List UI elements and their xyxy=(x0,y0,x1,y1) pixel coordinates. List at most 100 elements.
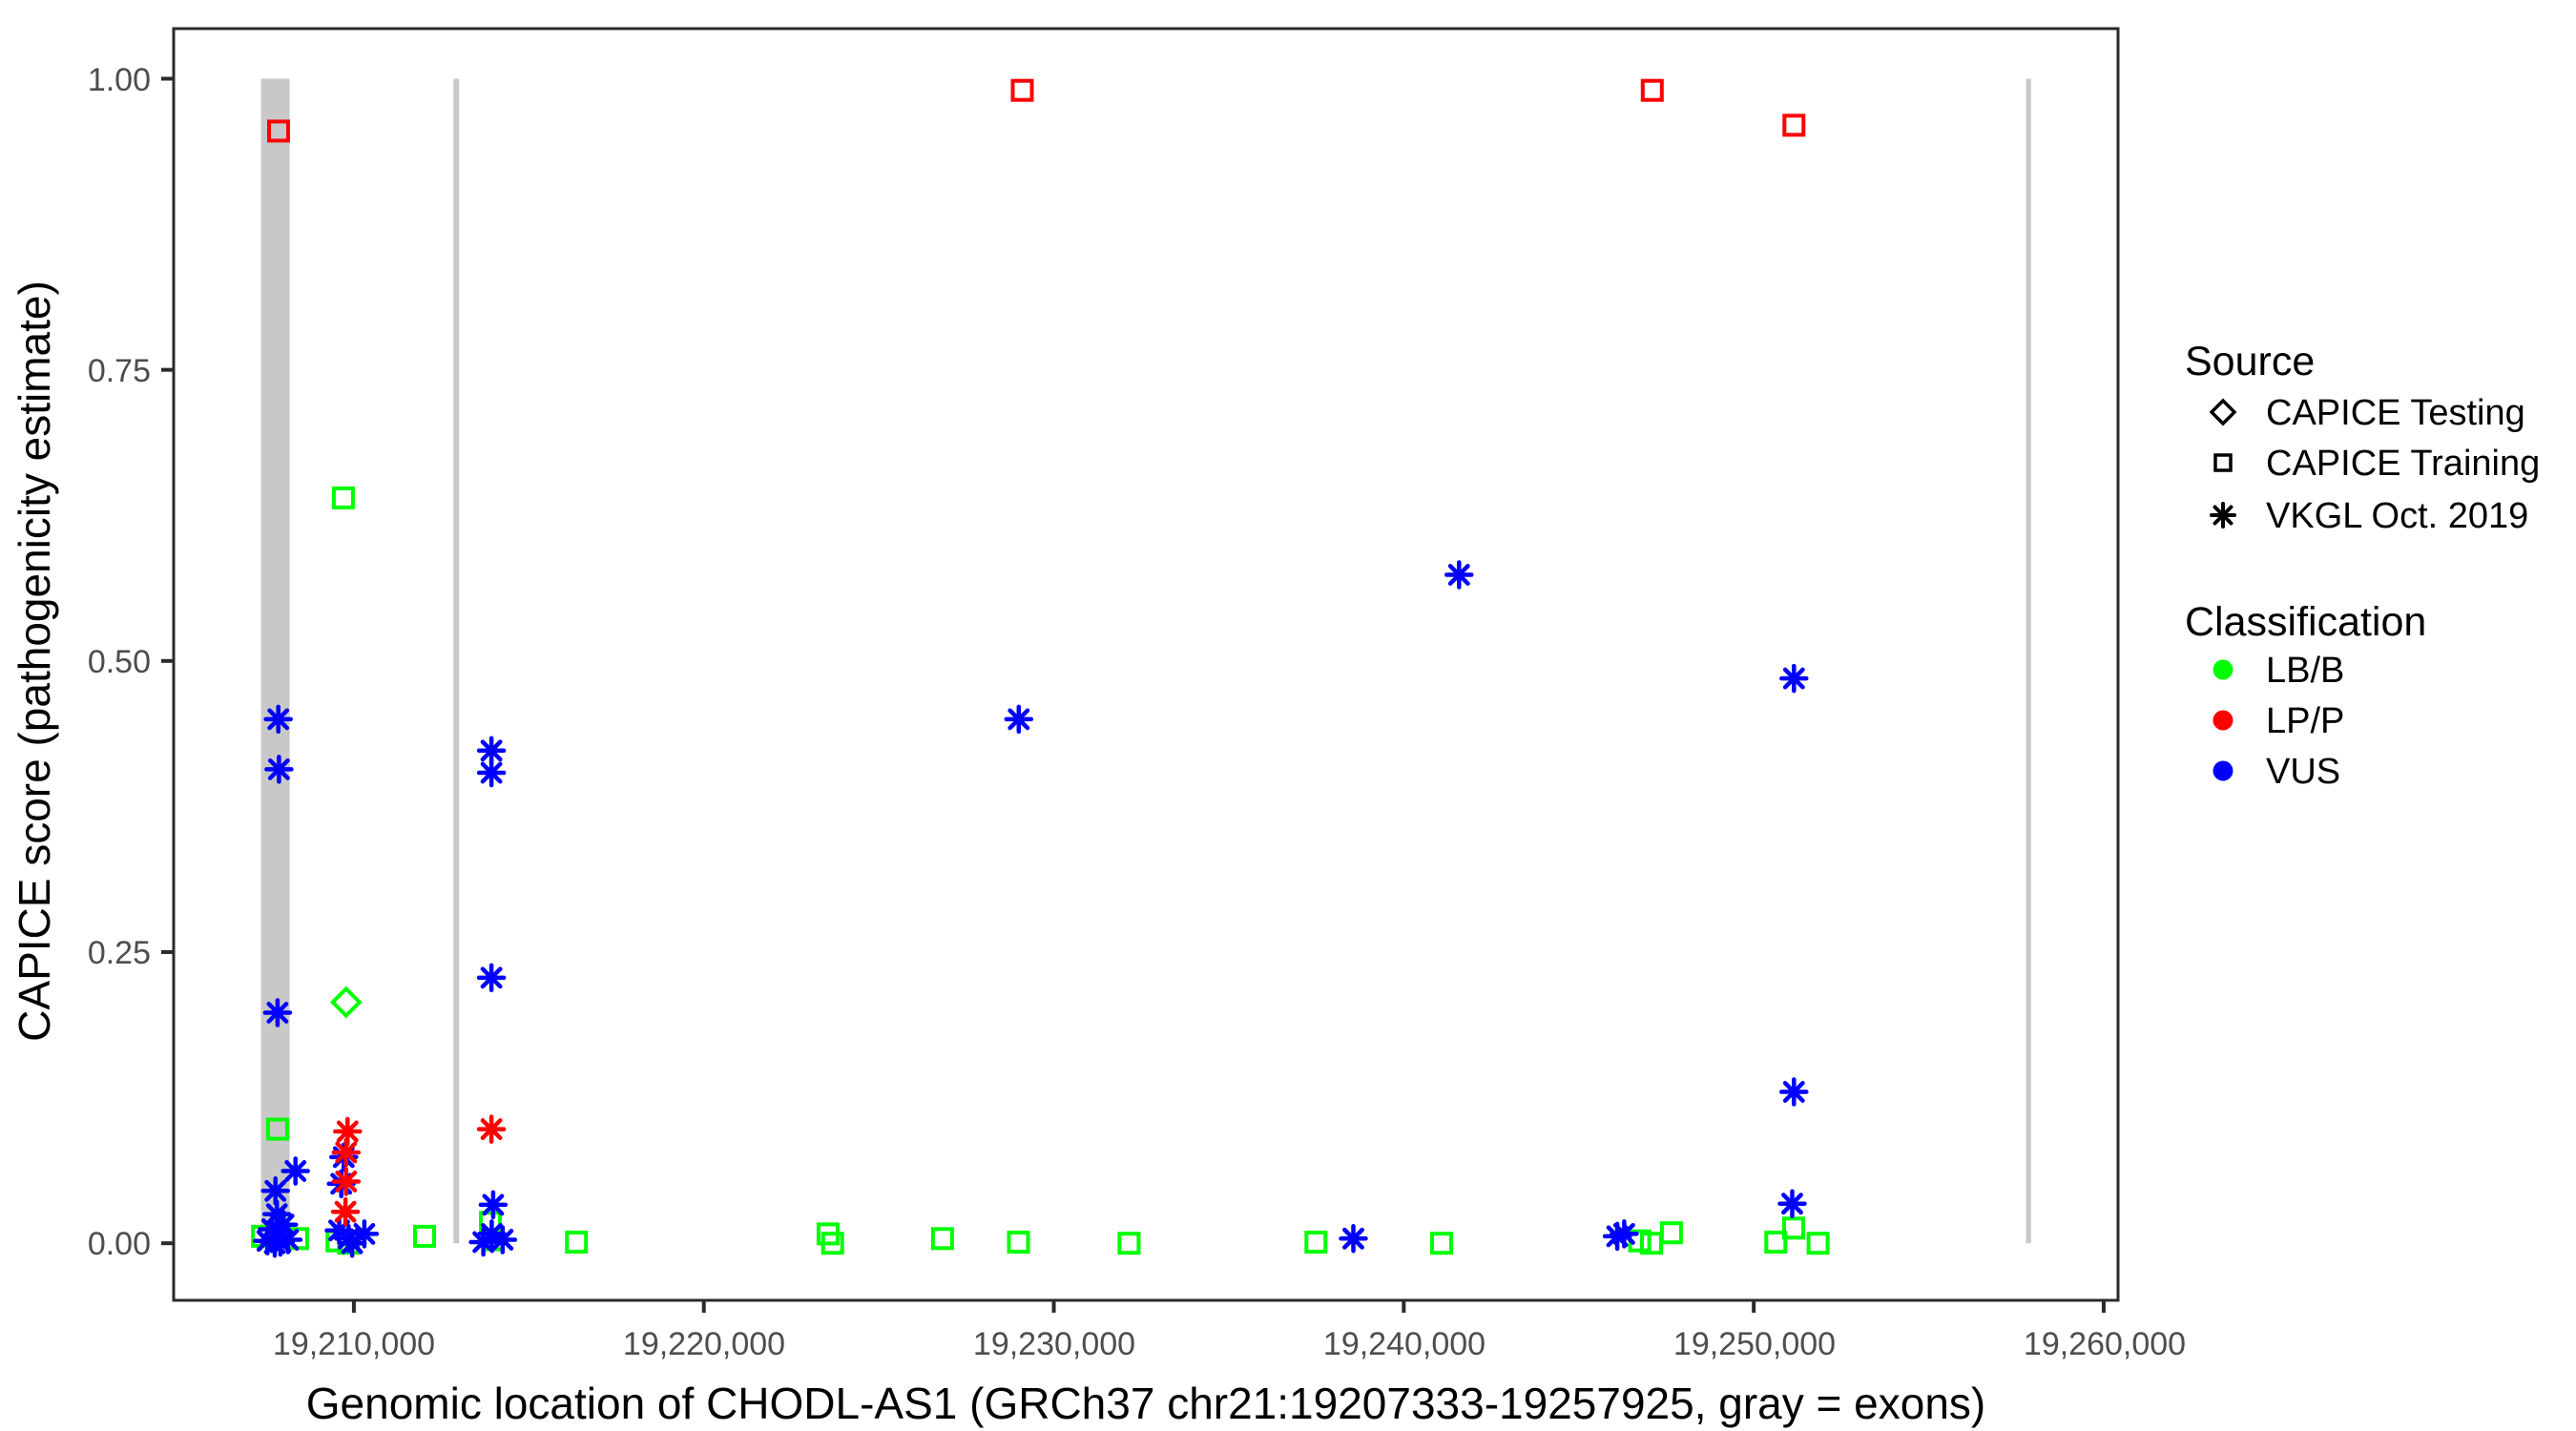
asterisk-arm xyxy=(1781,1192,1803,1215)
data-point-asterisk xyxy=(260,1228,290,1258)
data-point-asterisk xyxy=(1779,1077,1809,1107)
legend-classification-symbols xyxy=(2212,659,2233,781)
data-point-asterisk xyxy=(349,1219,380,1249)
legend-source: Source CAPICE Testing CAPICE Training VK… xyxy=(2185,339,2540,536)
asterisk-arm xyxy=(472,1231,495,1254)
asterisk-arm xyxy=(267,757,290,780)
asterisk-arm xyxy=(480,1118,503,1141)
data-point-asterisk xyxy=(280,1156,310,1186)
classification-dot-icon xyxy=(2212,710,2233,731)
asterisk-icon xyxy=(2210,502,2236,529)
y-axis-title: CAPICE score (pathogenicity estimate) xyxy=(10,280,59,1042)
data-point-open-square xyxy=(930,1227,954,1251)
data-point-open-square xyxy=(267,119,290,143)
data-point-asterisk xyxy=(476,963,507,993)
data-point-open-diamond xyxy=(329,985,363,1019)
asterisk-arm xyxy=(264,1179,287,1202)
data-point-asterisk xyxy=(1339,1224,1368,1254)
data-point-open-square xyxy=(1782,1216,1805,1240)
data-point-asterisk xyxy=(468,1227,498,1257)
series-asterisk xyxy=(253,560,1809,1258)
data-point-asterisk xyxy=(264,755,294,784)
data-point-open-square xyxy=(413,1224,436,1248)
x-axis-tick-labels: 19,210,000 19,220,000 19,230,000 19,240,… xyxy=(273,1326,2186,1362)
asterisk-arm xyxy=(1008,708,1030,731)
data-point-open-square xyxy=(1806,1232,1830,1255)
asterisk-arm xyxy=(353,1222,376,1245)
data-point-asterisk xyxy=(476,757,507,788)
data-point-asterisk xyxy=(1610,1219,1639,1249)
data-point-open-square xyxy=(1640,78,1664,102)
exon-region xyxy=(2025,78,2031,1244)
asterisk-arm xyxy=(334,1200,357,1223)
asterisk-arm xyxy=(1447,564,1470,586)
legend-item-lbb: LB/B xyxy=(2266,651,2344,691)
legend-item-capice-training: CAPICE Training xyxy=(2266,444,2540,484)
series-asterisk xyxy=(330,1114,507,1227)
data-point-open-square xyxy=(1659,1221,1683,1245)
series-open-diamond xyxy=(329,985,363,1019)
asterisk-arm xyxy=(284,1160,307,1182)
axis-ticks-layer xyxy=(161,76,2106,1313)
data-point-open-square xyxy=(1007,1231,1030,1254)
diamond-icon xyxy=(2209,398,2237,426)
data-point-asterisk xyxy=(331,1137,362,1168)
classification-dot-icon xyxy=(2212,659,2233,680)
data-points-layer xyxy=(251,78,1830,1258)
asterisk-arm xyxy=(335,1141,358,1164)
data-point-asterisk xyxy=(1444,560,1474,590)
data-point-open-square xyxy=(565,1231,589,1254)
x-axis-title: Genomic location of CHODL-AS1 (GRCh37 ch… xyxy=(306,1379,1986,1428)
exon-region xyxy=(260,78,290,1244)
asterisk-arm xyxy=(2212,505,2233,526)
data-point-asterisk xyxy=(1779,663,1809,694)
asterisk-arm xyxy=(1342,1227,1364,1250)
legend-item-lpp: LP/P xyxy=(2266,701,2344,741)
data-point-open-square xyxy=(1117,1232,1141,1255)
y-tick-label: 1.00 xyxy=(88,62,151,98)
x-tick-label: 19,210,000 xyxy=(273,1326,435,1362)
asterisk-arm xyxy=(491,1229,514,1251)
asterisk-arm xyxy=(267,708,290,731)
data-point-open-square xyxy=(1764,1231,1788,1254)
data-point-open-square xyxy=(1782,114,1806,137)
data-point-open-square xyxy=(331,486,355,509)
data-point-asterisk xyxy=(260,1176,290,1206)
y-tick-label: 0.50 xyxy=(88,644,151,680)
x-tick-label: 19,220,000 xyxy=(623,1326,785,1362)
x-tick-label: 19,240,000 xyxy=(1323,1326,1485,1362)
data-point-asterisk xyxy=(330,1196,361,1227)
legend-item-vkgl-oct-2019: VKGL Oct. 2019 xyxy=(2266,496,2528,536)
data-point-asterisk xyxy=(262,998,293,1027)
plot-panel-border xyxy=(172,27,2120,1302)
asterisk-arm xyxy=(266,1002,289,1024)
data-point-asterisk xyxy=(1777,1189,1807,1218)
asterisk-arm xyxy=(1782,1081,1805,1103)
data-point-open-square xyxy=(1430,1232,1453,1255)
x-tick-label: 19,250,000 xyxy=(1673,1326,1836,1362)
data-point-open-square xyxy=(1304,1231,1328,1254)
data-point-asterisk xyxy=(476,1114,507,1144)
series-open-square xyxy=(251,486,1830,1255)
asterisk-arm xyxy=(482,1193,505,1216)
y-tick-label: 0.75 xyxy=(88,353,151,389)
data-point-open-square xyxy=(265,1117,289,1141)
asterisk-arm xyxy=(480,966,503,989)
asterisk-arm xyxy=(1782,667,1805,690)
y-axis-tick-labels: 0.00 0.25 0.50 0.75 1.00 xyxy=(88,62,151,1262)
y-tick-label: 0.00 xyxy=(88,1226,151,1262)
x-tick-label: 19,260,000 xyxy=(2024,1326,2186,1362)
legend-source-symbols xyxy=(2209,398,2237,529)
asterisk-arm xyxy=(336,1120,359,1143)
y-tick-label: 0.25 xyxy=(88,935,151,971)
data-point-asterisk xyxy=(263,704,293,735)
square-icon xyxy=(2213,453,2233,472)
data-point-open-square xyxy=(821,1232,844,1255)
data-point-asterisk xyxy=(488,1225,518,1255)
x-tick-label: 19,230,000 xyxy=(973,1326,1135,1362)
legend-item-vus: VUS xyxy=(2266,752,2340,792)
asterisk-arm xyxy=(480,739,503,762)
legend-classification-title: Classification xyxy=(2185,599,2426,645)
